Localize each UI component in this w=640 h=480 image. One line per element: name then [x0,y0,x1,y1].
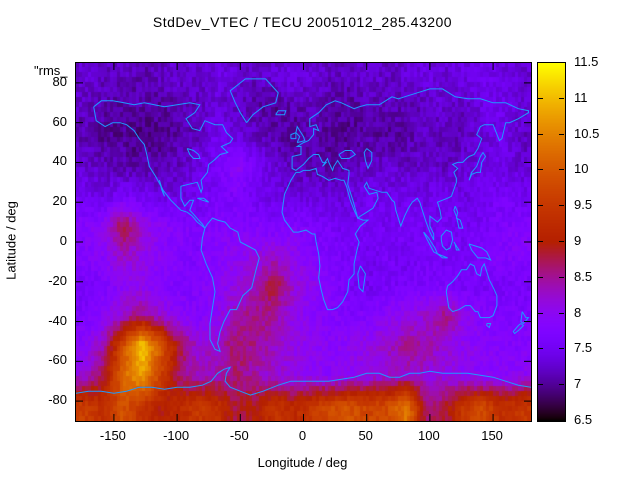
colorbar-tick-mark [559,241,564,242]
colorbar-tick-mark [559,169,564,171]
y-tick-label: 80 [52,73,67,89]
colorbar-tick-label: 9.5 [574,197,593,213]
y-tick-label: 60 [52,113,67,129]
coastline-path [486,323,492,329]
coastline-path [363,148,373,170]
coastline-path [453,241,460,251]
colorbar-tick-label: 6.5 [574,412,593,427]
coastline-path [453,206,464,229]
x-tick-label: 150 [481,428,503,443]
colorbar-tick-mark [538,205,543,207]
colorbar [537,62,566,422]
y-tick-label: -40 [48,312,67,328]
colorbar-tick-label: 7 [574,376,582,392]
coastline-path [281,167,370,311]
coastline-path [197,197,210,203]
colorbar-tick-mark [538,241,543,242]
colorbar-canvas [538,63,565,421]
y-axis-label: Latitude / deg [3,201,19,280]
coastline-path [290,131,297,140]
coastline-path [229,78,279,124]
coastline-path [423,231,439,256]
colorbar-tick-label: 8 [574,304,582,320]
heatmap-canvas [76,63,531,421]
colorbar-tick-label: 8.5 [574,268,593,284]
y-tick-label: -60 [48,352,67,368]
y-tick-label: 0 [59,233,67,248]
x-tick-label: 0 [298,428,307,443]
coastline-path [520,311,530,325]
coastline-path [468,151,487,181]
x-tick-label: 50 [358,428,373,443]
coastline-path [200,217,260,353]
colorbar-tick-mark [538,133,543,135]
x-tick-label: 100 [418,428,440,443]
coastline-path [186,148,201,159]
y-tick-label: 20 [52,193,67,209]
colorbar-tick-mark [538,97,543,99]
colorbar-tick-label: 10 [574,161,589,177]
coastline-path [440,229,454,251]
coastline-path [468,243,492,261]
coastline-path [445,262,498,319]
colorbar-tick-mark [538,312,543,314]
colorbar-tick-mark [559,133,564,135]
colorbar-tick-mark [559,312,564,314]
coastline-path [275,110,287,116]
coastlines-overlay [76,63,531,421]
coastline-path [291,88,529,241]
y-tick-label: -20 [48,272,67,288]
colorbar-tick-mark [559,348,564,350]
coastline-path [512,323,525,335]
colorbar-tick-mark [538,384,543,386]
x-tick-label: -50 [229,428,249,443]
colorbar-tick-label: 7.5 [574,340,593,356]
colorbar-tick-mark [538,276,543,278]
corner-label-rms: "rms_ [34,63,68,78]
x-tick-label: -150 [99,428,126,443]
colorbar-tick-mark [538,348,543,350]
coastline-path [93,100,234,229]
colorbar-tick-mark [559,97,564,99]
colorbar-tick-label: 11.5 [574,54,599,69]
chart-title: StdDev_VTEC / TECU 20051012_285.43200 [152,14,453,30]
plot-area [75,62,532,422]
colorbar-tick-mark [559,384,564,386]
colorbar-tick-label: 9 [574,233,582,248]
colorbar-tick-mark [559,276,564,278]
coastline-path [357,265,366,293]
coastline-path [437,253,448,259]
y-tick-label: 40 [52,153,67,169]
colorbar-tick-mark [538,169,543,171]
colorbar-tick-label: 10.5 [574,125,600,141]
coastline-path [158,180,165,197]
coastline-path [76,366,531,396]
colorbar-tick-label: 11 [574,89,588,105]
coastline-path [295,125,306,144]
x-tick-label: -100 [163,428,190,443]
x-axis-label: Longitude / deg [257,455,348,470]
y-tick-label: -80 [48,392,67,408]
colorbar-tick-mark [559,205,564,207]
coastline-path [338,150,357,159]
